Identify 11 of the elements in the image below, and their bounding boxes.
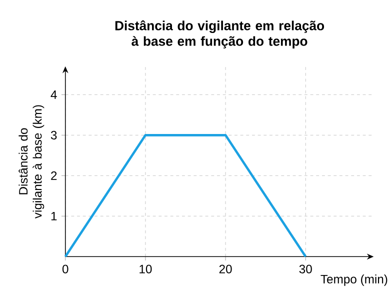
- chart-title: Distância do vigilante em relação à base em função do tempo: [115, 20, 324, 49]
- y-tick-label: 1: [51, 212, 57, 221]
- y-axis-title: Distância do vigilante à base (km): [18, 105, 44, 219]
- y-tick-label: 3: [50, 131, 57, 140]
- x-tick-label: 30: [299, 264, 312, 274]
- y-tick-label: 2: [51, 172, 57, 180]
- x-tick-label: 20: [219, 264, 232, 274]
- x-tick-label: 10: [140, 264, 152, 274]
- x-tick-label: 0: [62, 264, 68, 274]
- y-tick-label: 4: [50, 90, 57, 100]
- x-axis-title: Tempo (min): [320, 274, 388, 286]
